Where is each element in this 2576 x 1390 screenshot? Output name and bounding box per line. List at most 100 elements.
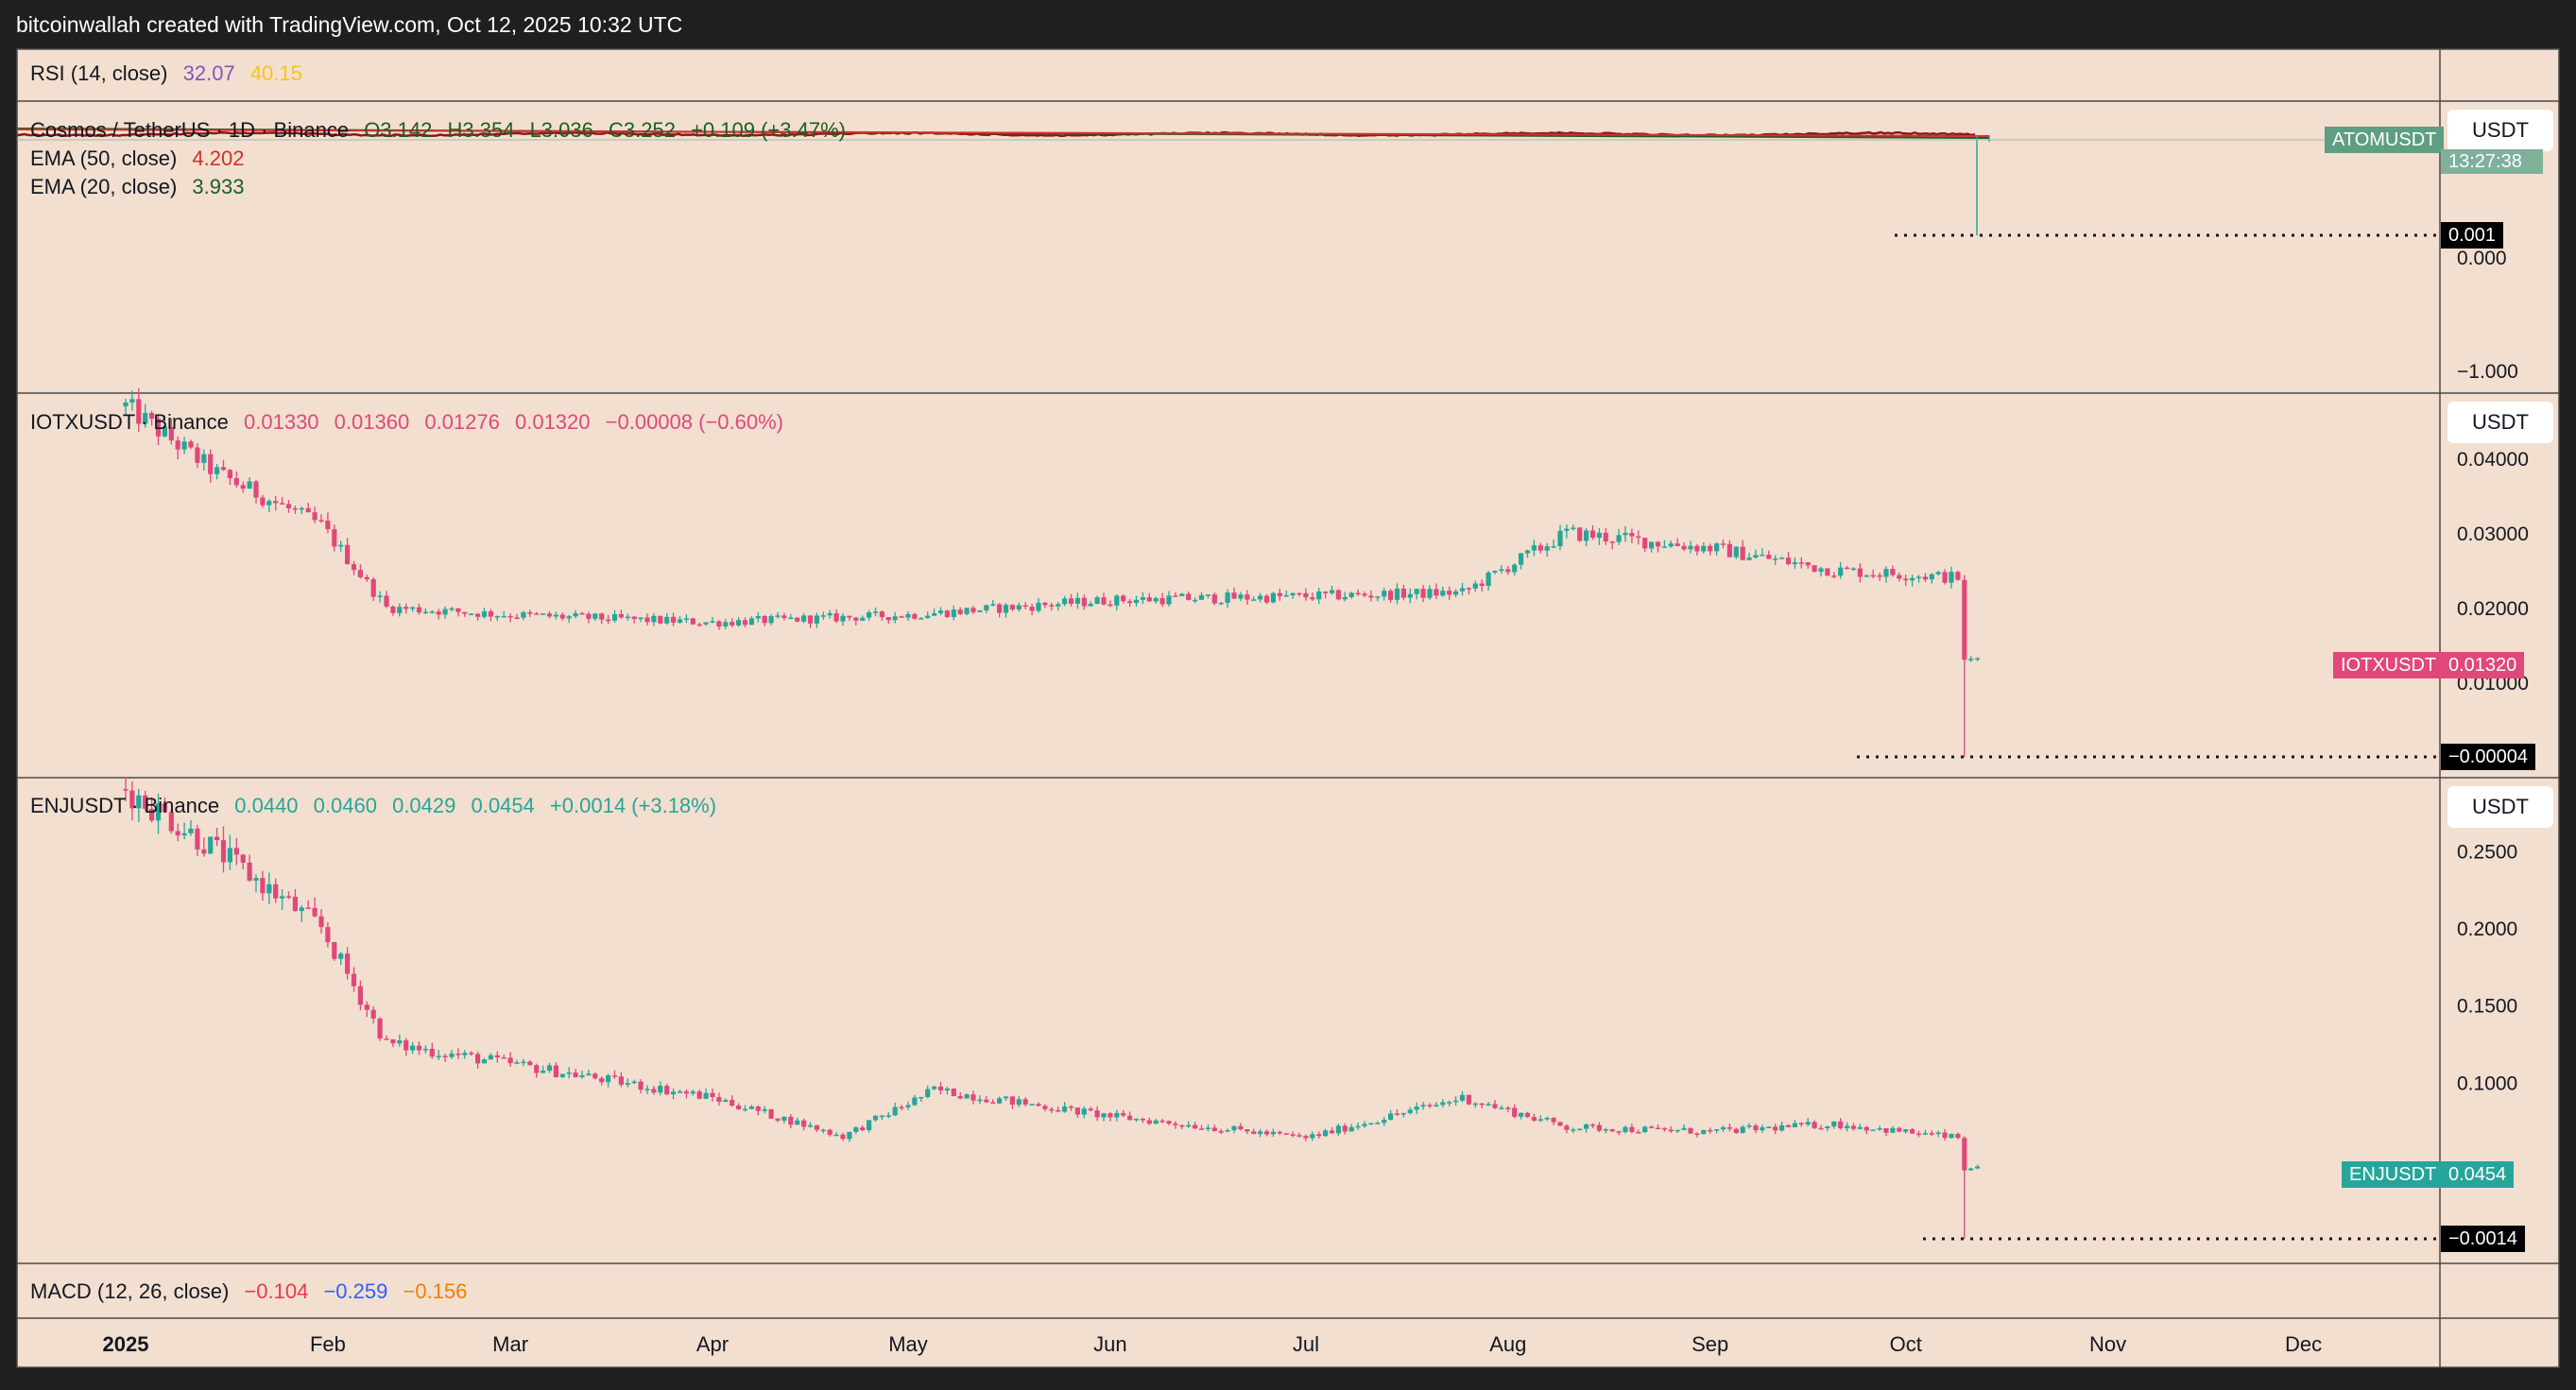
enj-candle-body: [644, 1089, 650, 1090]
enj-candle-body: [683, 1091, 689, 1094]
enj-candle-body: [611, 1075, 618, 1077]
iotx-candle-body: [1668, 543, 1674, 547]
iotx-candle-body: [1805, 562, 1811, 566]
iotx-candle-body: [716, 621, 722, 627]
iotx-candle-body: [1056, 604, 1061, 607]
iotx-candle-body: [788, 617, 794, 620]
iotx-candle-body: [840, 615, 846, 622]
iotx-candle-body: [332, 529, 337, 547]
iotx-candle-body: [618, 613, 624, 618]
iotx-candle-body: [318, 520, 324, 522]
enj-candle-body: [1557, 1122, 1563, 1126]
currency-button-iotx[interactable]: USDT: [2447, 402, 2553, 443]
iotx-candle-body: [1701, 545, 1707, 552]
enj-candle-body: [867, 1120, 872, 1131]
iotx-change: −0.00008 (−0.60%): [605, 410, 784, 434]
enj-candle-body: [136, 795, 142, 809]
iotx-candle-body: [507, 615, 513, 618]
enj-candle-body: [162, 803, 167, 813]
iotx-candle-body: [1910, 577, 1915, 581]
enj-candle-body: [892, 1107, 898, 1116]
enj-candle-body: [370, 1009, 376, 1019]
iotx-candle-body: [469, 613, 474, 616]
iotx-candle-body: [710, 621, 715, 623]
iotx-candle-body: [1310, 597, 1315, 600]
iotx-candle-body: [951, 609, 956, 617]
enj-candle-body: [984, 1099, 989, 1103]
iotx-candle-body: [814, 615, 819, 624]
iotx-candle-body: [977, 610, 983, 612]
iotx-candle-body: [1603, 532, 1608, 541]
enj-candle-body: [1447, 1102, 1452, 1104]
iotx-candle-body: [748, 618, 754, 626]
enj-candle-body: [1818, 1127, 1824, 1130]
iotx-candle-body: [775, 615, 781, 617]
iotx-candle-body: [1407, 593, 1413, 598]
iotx-candle-body: [1760, 554, 1765, 557]
enj-candle-body: [312, 908, 318, 917]
iotx-candle-body: [677, 619, 683, 623]
ema20-legend: EMA (20, close) 3.933: [30, 175, 253, 199]
iotx-candle-body: [1564, 528, 1570, 531]
iotx-candle-body: [494, 615, 500, 618]
enj-candle-body: [1492, 1104, 1498, 1108]
enj-candle-body: [951, 1089, 956, 1096]
enj-candle-body: [501, 1057, 507, 1059]
iotx-candle-body: [377, 595, 383, 597]
enj-candle-body: [1179, 1124, 1185, 1127]
iotx-candle-body: [357, 570, 363, 577]
iotx-candle-body: [736, 620, 742, 626]
iotx-candle-body: [1466, 588, 1471, 590]
iotx-candle-body: [1609, 541, 1615, 543]
iotx-candle-body: [690, 618, 696, 625]
enj-candle-body: [1845, 1125, 1850, 1129]
iotx-candle-body: [1388, 591, 1394, 600]
iotx-candle-body: [312, 512, 318, 521]
currency-button-enj[interactable]: USDT: [2447, 786, 2553, 828]
enj-candle-body: [606, 1075, 611, 1083]
enj-title: ENJUSDT · Binance: [30, 794, 220, 817]
atom-legend: Cosmos / TetherUS · 1D · Binance O3.142 …: [30, 118, 855, 143]
iotx-candle-body: [1068, 598, 1074, 604]
iotx-candle-body: [1375, 596, 1381, 598]
iotx-symbol-tag: IOTXUSDT: [2333, 652, 2445, 678]
iotx-candle-body: [559, 614, 565, 619]
iotx-candle-body: [984, 605, 989, 611]
iotx-candle-body: [273, 501, 279, 504]
enj-candle-body: [494, 1055, 500, 1058]
enj-candle-body: [1251, 1131, 1257, 1135]
enj-high: 0.0460: [313, 794, 377, 817]
enj-candle-body: [260, 878, 266, 894]
enj-candle-body: [1042, 1106, 1048, 1109]
enj-candle-body: [325, 927, 331, 943]
iotx-candle-body: [501, 615, 507, 618]
enj-candle-body: [932, 1086, 937, 1090]
enj-candle-body: [1270, 1131, 1276, 1135]
enj-candle-body: [1609, 1129, 1615, 1132]
iotx-candle-body: [390, 606, 396, 613]
enj-candle-body: [155, 803, 162, 821]
iotx-close: 0.01320: [514, 410, 591, 434]
currency-button-atom[interactable]: USDT: [2447, 110, 2553, 151]
enj-candle-body: [1049, 1108, 1055, 1111]
enj-candle-body: [762, 1108, 767, 1111]
enj-candle-body: [1857, 1126, 1863, 1129]
enj-candle-body: [1485, 1104, 1491, 1106]
enj-candle-body: [1499, 1107, 1504, 1109]
enj-candle-body: [1348, 1126, 1354, 1132]
enj-candle-body: [1870, 1129, 1876, 1131]
enj-change: +0.0014 (+3.18%): [549, 794, 717, 817]
enj-candle-body: [273, 884, 279, 899]
enj-candle-body: [384, 1038, 389, 1040]
iotx-candle-body: [1303, 592, 1309, 598]
ema20-label: EMA (20, close): [30, 175, 178, 198]
enj-candle-body: [1173, 1124, 1178, 1125]
ema50-legend: EMA (50, close) 4.202: [30, 146, 253, 171]
iotx-candle-body: [1531, 545, 1537, 551]
enj-candle-body: [1766, 1126, 1772, 1128]
iotx-candle-body: [553, 614, 558, 617]
enj-candle-body: [410, 1045, 416, 1051]
time-axis-label: Oct: [1890, 1332, 1922, 1356]
enj-candle-body: [1655, 1127, 1661, 1130]
